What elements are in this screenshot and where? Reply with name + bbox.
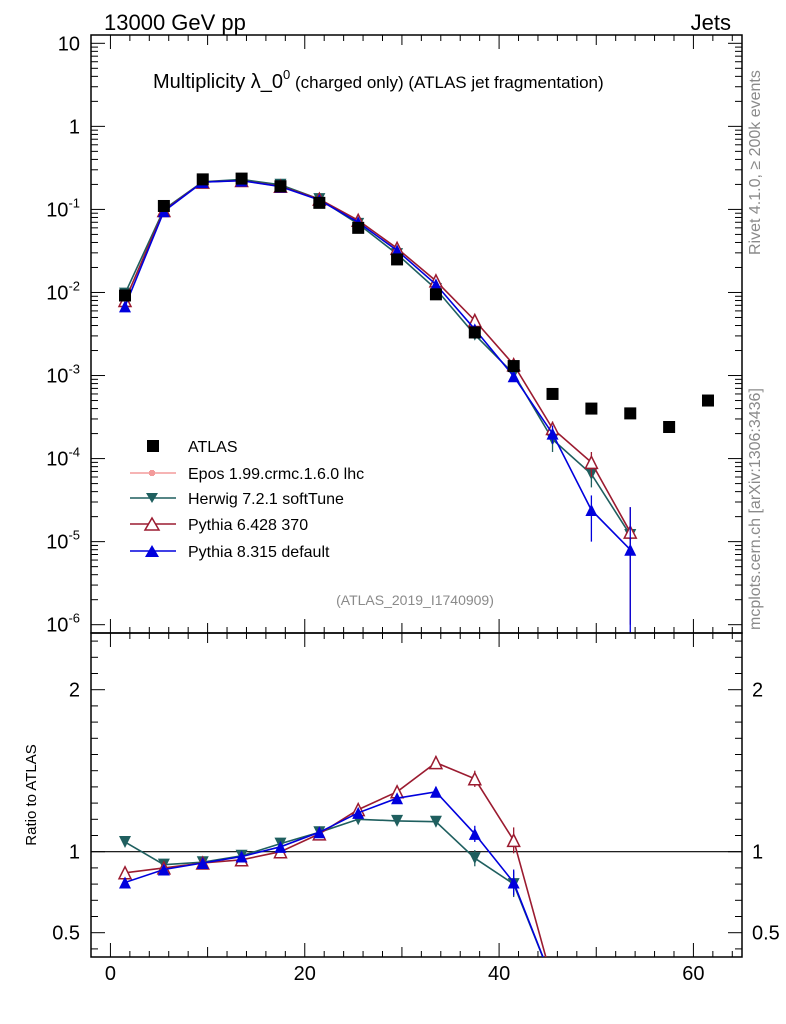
- ratio-tick-label-right: 2: [752, 680, 763, 702]
- pythia-8-315-default-ratio-point: [429, 785, 442, 798]
- pythia-6-428-370-ratio-line: [124, 761, 547, 957]
- pythia-8-315-default-point: [119, 300, 132, 313]
- atlas-point: [235, 172, 248, 185]
- y-tick-label: 10-2: [46, 278, 80, 304]
- chart-title: Multiplicity λ_00 (charged only) (ATLAS …: [153, 67, 604, 93]
- pythia-8-315-default-ratio-point: [157, 863, 170, 876]
- upper-data-layer: [117, 172, 714, 633]
- pythia-8-315-default-ratio-point: [235, 850, 248, 863]
- legend-label-pythia8: Pythia 8.315 default: [188, 544, 330, 561]
- y-tick-label: 10-5: [46, 528, 80, 554]
- atlas-point: [157, 199, 170, 212]
- legend-marker-pythia6: [143, 516, 161, 531]
- atlas-point: [313, 196, 326, 209]
- pythia-8-315-default-point: [624, 543, 637, 556]
- ratio-tick-label-left: 1: [69, 842, 80, 864]
- y-tick-label: 10-3: [46, 362, 80, 388]
- lower-data-layer: [117, 754, 547, 957]
- atlas-point: [546, 387, 559, 400]
- upper-axis-ticks: [90, 35, 742, 633]
- ratio-tick-label-right: 1: [752, 842, 763, 864]
- pythia-8-315-default-ratio-point: [507, 876, 520, 889]
- pythia-8-315-default-ratio-point: [274, 840, 287, 853]
- legend-item-pythia8: Pythia 8.315 default: [130, 544, 330, 561]
- atlas-point: [468, 326, 481, 339]
- side-label-mcplots: mcplots.cern.ch [arXiv:1306:3436]: [747, 388, 764, 630]
- pythia-6-428-370-point: [584, 454, 599, 470]
- y-tick-label: 1: [69, 116, 80, 138]
- pythia-8-315-default-ratio-point: [119, 876, 132, 889]
- lower-panel-frame: [90, 632, 743, 958]
- pythia-6-428-370-ratio-point: [506, 832, 521, 848]
- herwig-7-2-1-softtune-ratio-point: [468, 852, 481, 865]
- pythia-8-315-default-ratio-point: [391, 792, 404, 805]
- atlas-point: [119, 289, 132, 302]
- y-tick-label: 10: [58, 33, 80, 55]
- x-tick-label: 0: [105, 963, 116, 985]
- y-tick-label: 10-1: [46, 195, 80, 221]
- x-tick-labels: 0 20 40 60: [105, 963, 705, 985]
- atlas-point: [352, 221, 365, 234]
- upper-y-tick-labels: 10-6 10-5 10-4 10-3 10-2 10-1 1 10: [46, 33, 80, 636]
- x-tick-label: 20: [294, 963, 316, 985]
- atlas-point: [624, 407, 637, 420]
- atlas-point: [391, 253, 404, 266]
- pythia-8-315-default-point: [429, 278, 442, 291]
- atlas-point: [274, 180, 287, 193]
- pythia-8-315-default-line: [124, 179, 631, 551]
- pythia-6-428-370-ratio-point: [428, 754, 444, 770]
- y-tick-label: 10-6: [46, 611, 80, 637]
- ratio-tick-label-left: 0.5: [52, 923, 80, 945]
- atlas-point: [429, 288, 442, 301]
- pythia-8-315-default-point: [585, 504, 598, 517]
- legend-item-herwig: Herwig 7.2.1 softTune: [130, 491, 344, 508]
- legend-label-pythia6: Pythia 6.428 370: [188, 517, 308, 534]
- ratio-tick-label-left: 2: [69, 680, 80, 702]
- atlas-point: [507, 360, 520, 373]
- header-right: Jets: [691, 10, 731, 35]
- ratio-tick-label-right: 0.5: [752, 923, 780, 945]
- herwig-7-2-1-softtune-ratio-point: [429, 815, 442, 828]
- pythia-8-315-default-ratio-line: [124, 790, 544, 957]
- legend-label-atlas: ATLAS: [188, 439, 238, 456]
- herwig-7-2-1-softtune-ratio-line: [124, 818, 544, 957]
- pythia-8-315-default-point: [507, 370, 520, 383]
- analysis-watermark: (ATLAS_2019_I1740909): [336, 592, 494, 608]
- pythia-8-315-default-ratio-point: [196, 857, 209, 870]
- lower-y-axis-label: Ratio to ATLAS: [23, 744, 40, 845]
- lower-axis-ticks: [90, 633, 742, 957]
- legend-marker-atlas: [147, 440, 159, 452]
- legend-item-epos: Epos 1.99.crmc.1.6.0 lhc: [130, 466, 364, 483]
- pythia-8-315-default-point: [546, 427, 559, 440]
- x-tick-label: 60: [682, 963, 704, 985]
- header-left: 13000 GeV pp: [104, 10, 246, 35]
- legend-label-epos: Epos 1.99.crmc.1.6.0 lhc: [188, 466, 364, 483]
- pythia-8-315-default-ratio-point: [313, 826, 326, 839]
- x-tick-label: 40: [488, 963, 510, 985]
- atlas-point: [701, 394, 714, 407]
- y-tick-label: 10-4: [46, 445, 80, 471]
- legend-item-pythia6: Pythia 6.428 370: [130, 516, 308, 534]
- pythia-8-315-default-ratio-point: [468, 827, 481, 840]
- legend-marker-pythia8: [145, 545, 159, 557]
- pythia-6-428-370-ratio-point: [467, 771, 483, 786]
- atlas-point: [663, 421, 676, 434]
- legend-marker-herwig: [146, 493, 158, 503]
- atlas-point: [196, 173, 209, 186]
- herwig-7-2-1-softtune-ratio-point: [119, 835, 132, 848]
- legend-item-atlas: ATLAS: [147, 439, 238, 456]
- lower-y-tick-labels: 0.5 0.5 1 1 2 2: [52, 680, 780, 945]
- side-label-rivet: Rivet 4.1.0, ≥ 200k events: [747, 70, 764, 255]
- pythia-8-315-default-ratio-point: [352, 806, 365, 819]
- legend: ATLAS Epos 1.99.crmc.1.6.0 lhc Herwig 7.…: [130, 439, 364, 561]
- legend-label-herwig: Herwig 7.2.1 softTune: [188, 491, 344, 508]
- atlas-point: [585, 402, 598, 415]
- herwig-7-2-1-softtune-ratio-point: [391, 814, 404, 827]
- legend-marker-epos: [149, 470, 155, 476]
